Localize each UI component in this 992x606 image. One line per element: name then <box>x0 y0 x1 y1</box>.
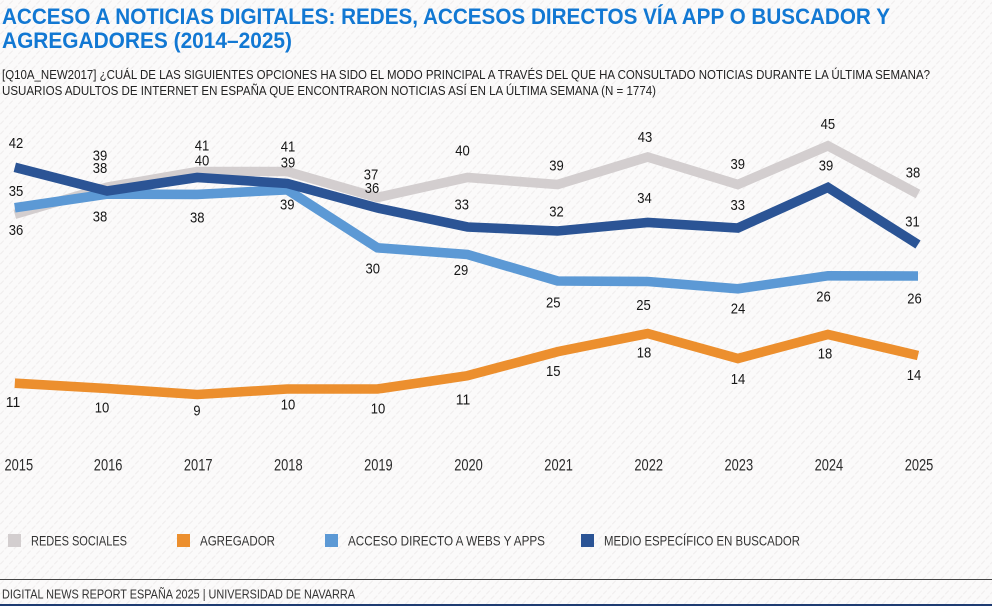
svg-text:38: 38 <box>93 209 108 226</box>
svg-text:29: 29 <box>454 262 469 279</box>
svg-text:ACCESO DIRECTO A WEBS Y APPS: ACCESO DIRECTO A WEBS Y APPS <box>348 533 545 549</box>
svg-text:[Q10A_NEW2017] ¿CUÁL DE LAS SI: [Q10A_NEW2017] ¿CUÁL DE LAS SIGUIENTES O… <box>2 67 930 82</box>
svg-text:18: 18 <box>818 345 833 362</box>
svg-text:24: 24 <box>731 301 746 318</box>
svg-text:39: 39 <box>731 156 746 173</box>
svg-text:38: 38 <box>906 164 921 181</box>
svg-text:33: 33 <box>455 197 470 214</box>
svg-text:MEDIO ESPECÍFICO EN BUSCADOR: MEDIO ESPECÍFICO EN BUSCADOR <box>604 533 800 549</box>
svg-text:2018: 2018 <box>274 457 303 475</box>
svg-text:2023: 2023 <box>725 457 754 475</box>
svg-text:41: 41 <box>281 138 296 155</box>
svg-text:39: 39 <box>280 196 295 213</box>
svg-text:34: 34 <box>637 190 652 207</box>
svg-text:2016: 2016 <box>94 457 123 475</box>
svg-text:18: 18 <box>637 344 652 361</box>
svg-text:38: 38 <box>190 209 205 226</box>
svg-text:36: 36 <box>9 222 24 239</box>
svg-text:25: 25 <box>546 295 561 312</box>
svg-text:39: 39 <box>549 157 564 174</box>
svg-text:2022: 2022 <box>634 457 663 475</box>
svg-text:9: 9 <box>193 402 200 419</box>
svg-text:14: 14 <box>731 371 746 388</box>
svg-text:2024: 2024 <box>815 457 844 475</box>
svg-text:45: 45 <box>821 116 836 133</box>
svg-text:39: 39 <box>93 148 108 165</box>
svg-text:USUARIOS ADULTOS DE INTERNET E: USUARIOS ADULTOS DE INTERNET EN ESPAÑA Q… <box>2 83 656 98</box>
svg-text:AGREGADOR: AGREGADOR <box>200 533 275 549</box>
svg-text:10: 10 <box>281 396 296 413</box>
svg-text:41: 41 <box>195 137 210 154</box>
svg-text:32: 32 <box>549 203 564 220</box>
svg-text:30: 30 <box>365 261 380 278</box>
svg-text:39: 39 <box>819 157 834 174</box>
svg-text:43: 43 <box>638 129 653 146</box>
svg-text:26: 26 <box>907 290 922 307</box>
svg-text:11: 11 <box>456 391 471 408</box>
svg-text:2021: 2021 <box>544 457 573 475</box>
svg-text:DIGITAL NEWS REPORT ESPAÑA 202: DIGITAL NEWS REPORT ESPAÑA 2025 | UNIVER… <box>2 588 356 602</box>
svg-text:14: 14 <box>907 367 922 384</box>
svg-text:40: 40 <box>195 152 210 169</box>
svg-text:REDES SOCIALES: REDES SOCIALES <box>31 533 127 549</box>
svg-text:15: 15 <box>546 363 561 380</box>
svg-text:36: 36 <box>365 180 380 197</box>
svg-text:2020: 2020 <box>454 457 483 475</box>
svg-text:25: 25 <box>636 297 651 314</box>
svg-text:42: 42 <box>9 135 24 152</box>
svg-text:2019: 2019 <box>364 457 393 475</box>
svg-text:38: 38 <box>93 160 108 177</box>
svg-text:ACCESO A NOTICIAS DIGITALES: R: ACCESO A NOTICIAS DIGITALES: REDES, ACCE… <box>2 4 890 29</box>
svg-text:11: 11 <box>6 394 21 411</box>
svg-text:26: 26 <box>816 289 831 306</box>
svg-text:37: 37 <box>364 167 379 184</box>
svg-text:2015: 2015 <box>5 457 34 475</box>
svg-text:2017: 2017 <box>184 457 213 475</box>
svg-text:35: 35 <box>9 183 24 200</box>
svg-text:40: 40 <box>455 143 470 160</box>
svg-text:39: 39 <box>281 154 296 171</box>
svg-text:33: 33 <box>731 197 746 214</box>
svg-text:2025: 2025 <box>905 457 934 475</box>
svg-text:10: 10 <box>371 400 386 417</box>
svg-text:AGREGADORES (2014–2025): AGREGADORES (2014–2025) <box>2 28 292 53</box>
svg-text:31: 31 <box>905 213 920 230</box>
svg-text:10: 10 <box>95 399 110 416</box>
